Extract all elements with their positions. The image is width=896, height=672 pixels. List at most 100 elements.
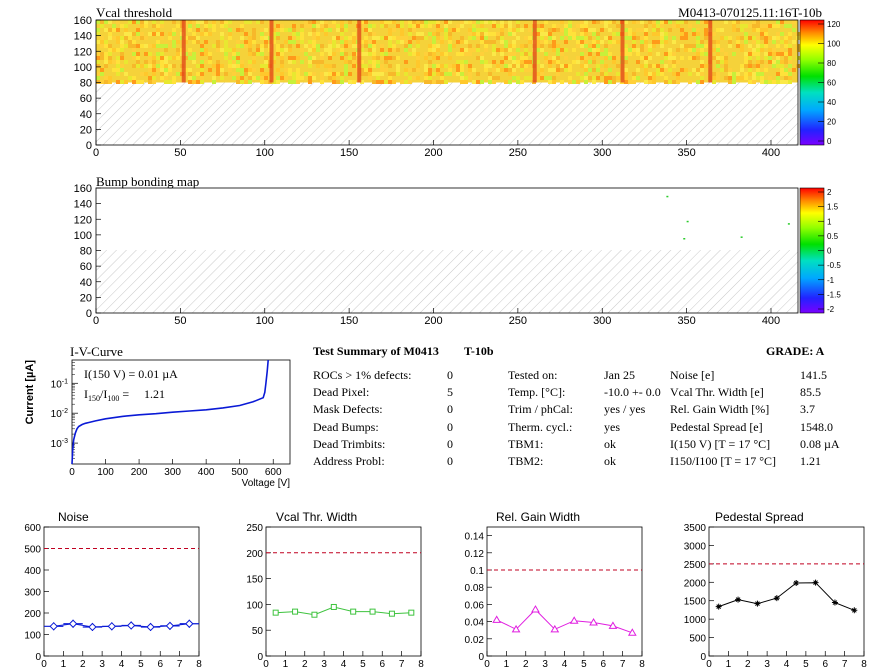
vcal-pixel-cell [320,72,324,76]
vcal-pixel-cell [316,44,320,48]
vcal-pixel-cell [612,60,616,64]
vcal-pixel-cell [208,24,212,28]
vcal-pixel-cell [616,24,620,28]
vcal-pixel-cell [404,48,408,52]
vcal-pixel-cell [520,64,524,68]
vcal-pixel-cell [360,68,364,72]
vcal-pixel-cell [640,36,644,40]
y-tick-label: 0 [478,652,484,663]
vcal-pixel-cell [624,48,628,52]
vcal-pixel-cell [336,44,340,48]
vcal-pixel-cell [596,36,600,40]
vcal-pixel-cell [284,68,288,72]
vcal-pixel-cell [424,20,428,24]
vcal-pixel-cell [420,20,424,24]
vcal-pixel-cell [360,80,364,84]
vcal-pixel-cell [748,48,752,52]
vcal-pixel-cell [632,40,636,44]
vcal-pixel-cell [300,40,304,44]
vcal-pixel-cell [416,76,420,80]
vcal-pixel-cell [412,28,416,32]
vcal-pixel-cell [740,44,744,48]
vcal-pixel-cell [712,48,716,52]
palette-tick-label: 2 [827,188,832,197]
vcal-pixel-cell [248,64,252,68]
vcal-pixel-cell [128,40,132,44]
data-point [793,580,800,587]
vcal-pixel-cell [696,48,700,52]
vcal-pixel-cell [276,68,280,72]
vcal-pixel-cell [696,52,700,56]
vcal-pixel-cell [536,44,540,48]
vcal-pixel-cell [520,68,524,72]
vcal-pixel-cell [160,64,164,68]
y-tick-label: 3000 [684,541,707,552]
vcal-pixel-cell [380,20,384,24]
vcal-pixel-cell [492,48,496,52]
vcal-pixel-cell [592,20,596,24]
vcal-pixel-cell [548,44,552,48]
vcal-pixel-cell [788,64,792,68]
vcal-pixel-cell [460,64,464,68]
vcal-pixel-cell [204,32,208,36]
vcal-pixel-cell [492,52,496,56]
vcal-pixel-cell [540,48,544,52]
x-tick-label: 250 [509,315,527,327]
vcal-pixel-cell [760,28,764,32]
y-tick-label: 0 [86,308,92,320]
vcal-pixel-cell [660,72,664,76]
vcal-pixel-cell [688,80,692,84]
vcal-pixel-cell [404,80,408,84]
summary-right-label: Noise [e] [670,368,715,382]
vcal-pixel-cell [292,80,296,84]
vcal-pixel-cell [192,56,196,60]
vcal-pixel-cell [696,20,700,24]
palette-tick-label: 0 [827,247,832,256]
vcal-pixel-cell [292,24,296,28]
vcal-pixel-cell [96,64,100,68]
vcal-pixel-cell [224,56,228,60]
vcal-pixel-cell [284,76,288,80]
vcal-pixel-cell [192,36,196,40]
vcal-pixel-cell [376,80,380,84]
summary-right-value: 141.5 [800,368,827,382]
data-point [272,609,279,616]
vcal-pixel-cell [640,44,644,48]
vcal-pixel-cell [328,48,332,52]
vcal-pixel-cell [476,32,480,36]
vcal-pixel-cell [500,40,504,44]
vcal-pixel-cell [428,24,432,28]
vcal-pixel-cell [592,60,596,64]
vcal-pixel-cell [224,72,228,76]
vcal-pixel-cell [688,56,692,60]
vcal-pixel-cell [424,64,428,68]
vcal-pixel-cell [624,44,628,48]
vcal-pixel-cell [224,24,228,28]
vcal-pixel-cell [120,24,124,28]
data-point [107,622,117,631]
vcal-pixel-cell [480,60,484,64]
vcal-pixel-cell [484,44,488,48]
vcal-pixel-cell [336,48,340,52]
vcal-pixel-cell [600,60,604,64]
x-tick-label: 6 [822,659,828,670]
vcal-pixel-cell [136,44,140,48]
vcal-pixel-cell [684,20,688,24]
vcal-pixel-cell [304,44,308,48]
vcal-pixel-cell [564,32,568,36]
iv-y-axis-label: Current [µA] [24,360,36,425]
vcal-pixel-cell [384,52,388,56]
vcal-pixel-cell [296,44,300,48]
vcal-pixel-cell [492,60,496,64]
vcal-pixel-cell [608,80,612,84]
vcal-pixel-cell [636,36,640,40]
vcal-pixel-cell [244,44,248,48]
vcal-pixel-cell [628,32,632,36]
vcal-pixel-cell [120,64,124,68]
vcal-pixel-cell [232,72,236,76]
vcal-pixel-cell [416,68,420,72]
vcal-pixel-cell [272,60,276,64]
vcal-pixel-cell [296,56,300,60]
vcal-pixel-cell [560,48,564,52]
vcal-pixel-cell [428,68,432,72]
